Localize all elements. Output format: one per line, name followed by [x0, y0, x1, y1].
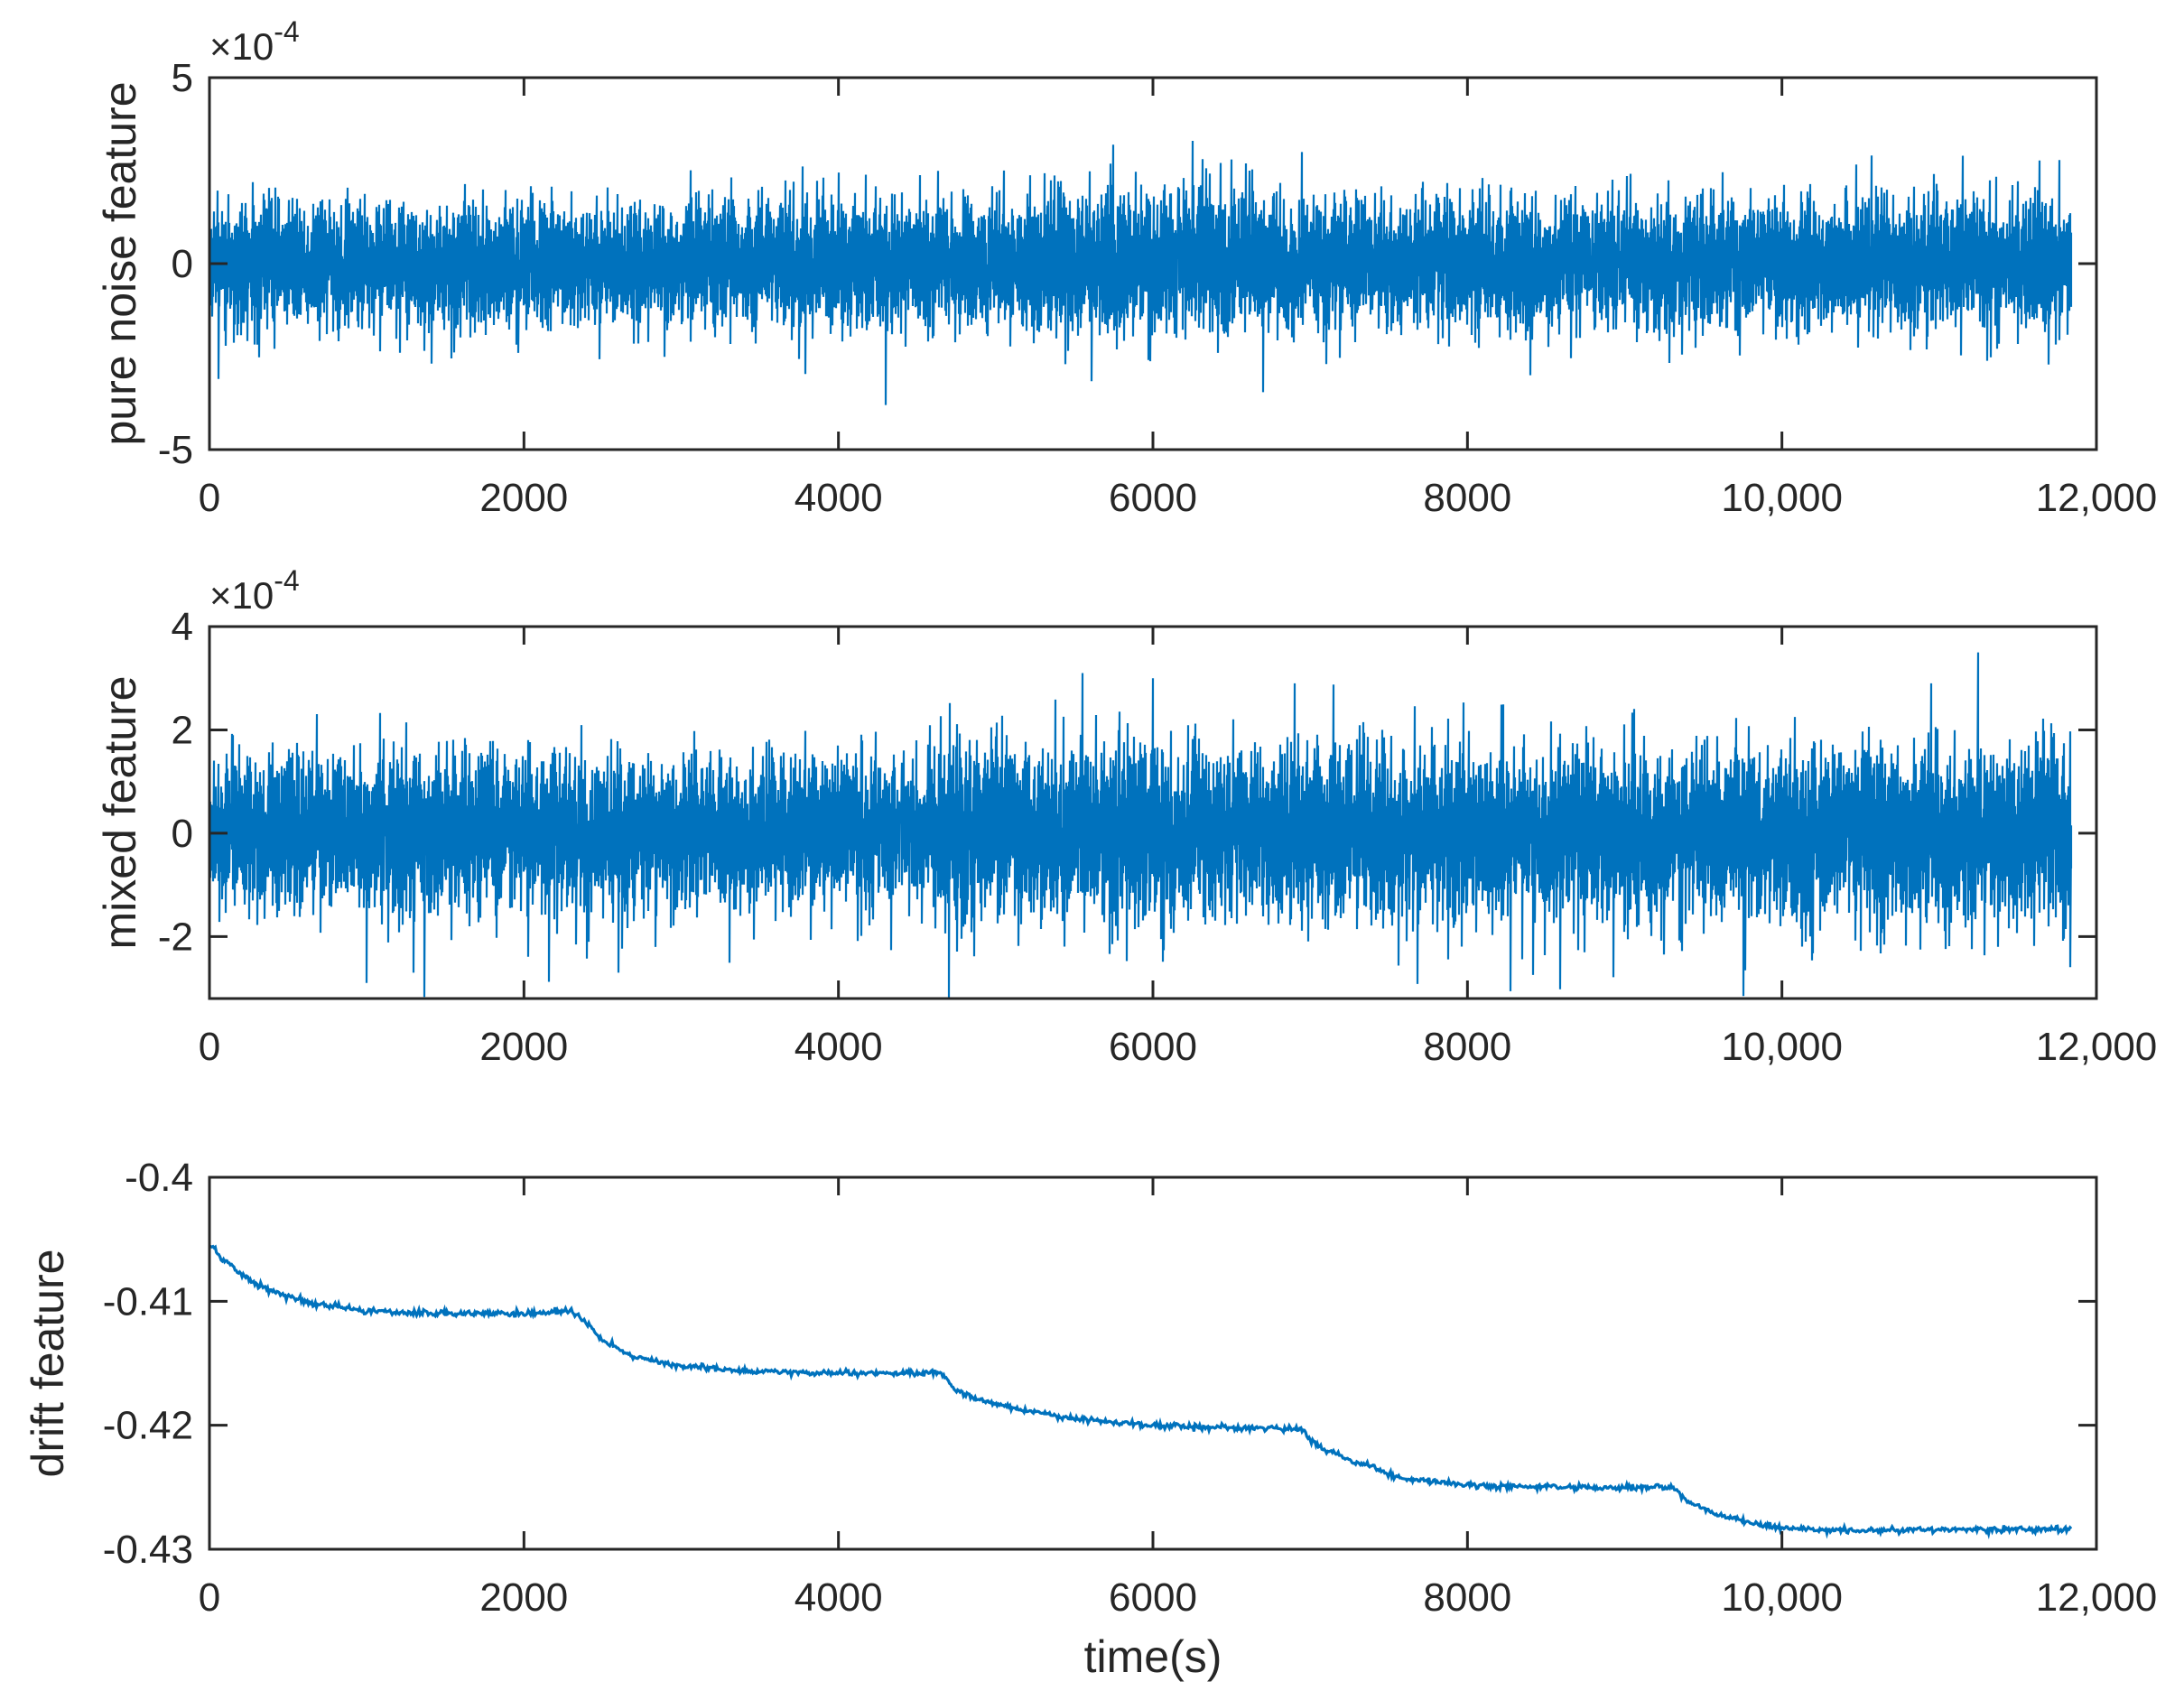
- x-tick-label: 2000: [479, 1025, 568, 1069]
- x-tick-label: 2000: [479, 1575, 568, 1620]
- x-tick-label: 8000: [1423, 476, 1511, 520]
- series-line: [209, 1244, 2073, 1540]
- y-axis-label: drift feature: [23, 1250, 73, 1478]
- x-tick-label: 2000: [479, 476, 568, 520]
- series-line: [209, 652, 2073, 999]
- x-axis-label: time(s): [1084, 1631, 1222, 1682]
- y-tick-label: -0.41: [103, 1279, 193, 1324]
- x-tick-label: 0: [199, 1025, 220, 1069]
- x-tick-label: 6000: [1109, 476, 1197, 520]
- y-tick-label: -0.4: [125, 1156, 193, 1200]
- x-tick-label: 8000: [1423, 1575, 1511, 1620]
- x-tick-label: 10,000: [1721, 1575, 1843, 1620]
- series-line: [209, 140, 2073, 405]
- x-tick-label: 12,000: [2036, 476, 2158, 520]
- x-tick-label: 6000: [1109, 1025, 1197, 1069]
- y-tick-label: 2: [172, 708, 193, 752]
- y-tick-label: -0.43: [103, 1528, 193, 1572]
- y-axis-label: pure noise feature: [95, 81, 145, 445]
- x-tick-label: 10,000: [1721, 1025, 1843, 1069]
- y-exponent-label: ×10-4: [209, 564, 300, 617]
- drift-panel: 0 2000 4000 6000 8000 10,000 12,000 -0.43 -0.42 -…: [23, 1156, 2157, 1682]
- y-tick-label: 5: [172, 56, 193, 100]
- x-tick-label: 0: [199, 1575, 220, 1620]
- x-tick-label: 4000: [795, 1575, 883, 1620]
- y-tick-label: -0.42: [103, 1404, 193, 1448]
- mixed-panel: 0 2000 4000 6000 8000 10,000 12,000 -2 0 2 4 mixed …: [95, 564, 2157, 1069]
- x-tick-label: 8000: [1423, 1025, 1511, 1069]
- x-tick-label: 10,000: [1721, 476, 1843, 520]
- y-tick-label: 4: [172, 605, 193, 649]
- y-exponent-label: ×10-4: [209, 15, 300, 68]
- x-tick-label: 4000: [795, 1025, 883, 1069]
- y-tick-label: 0: [172, 242, 193, 286]
- x-tick-label: 4000: [795, 476, 883, 520]
- x-tick-label: 12,000: [2036, 1575, 2158, 1620]
- y-tick-label: 0: [172, 812, 193, 856]
- x-tick-label: 12,000: [2036, 1025, 2158, 1069]
- y-axis-label: mixed feature: [95, 676, 145, 950]
- x-tick-label: 6000: [1109, 1575, 1197, 1620]
- y-tick-label: -5: [158, 428, 193, 472]
- y-tick-label: -2: [158, 915, 193, 959]
- x-tick-label: 0: [199, 476, 220, 520]
